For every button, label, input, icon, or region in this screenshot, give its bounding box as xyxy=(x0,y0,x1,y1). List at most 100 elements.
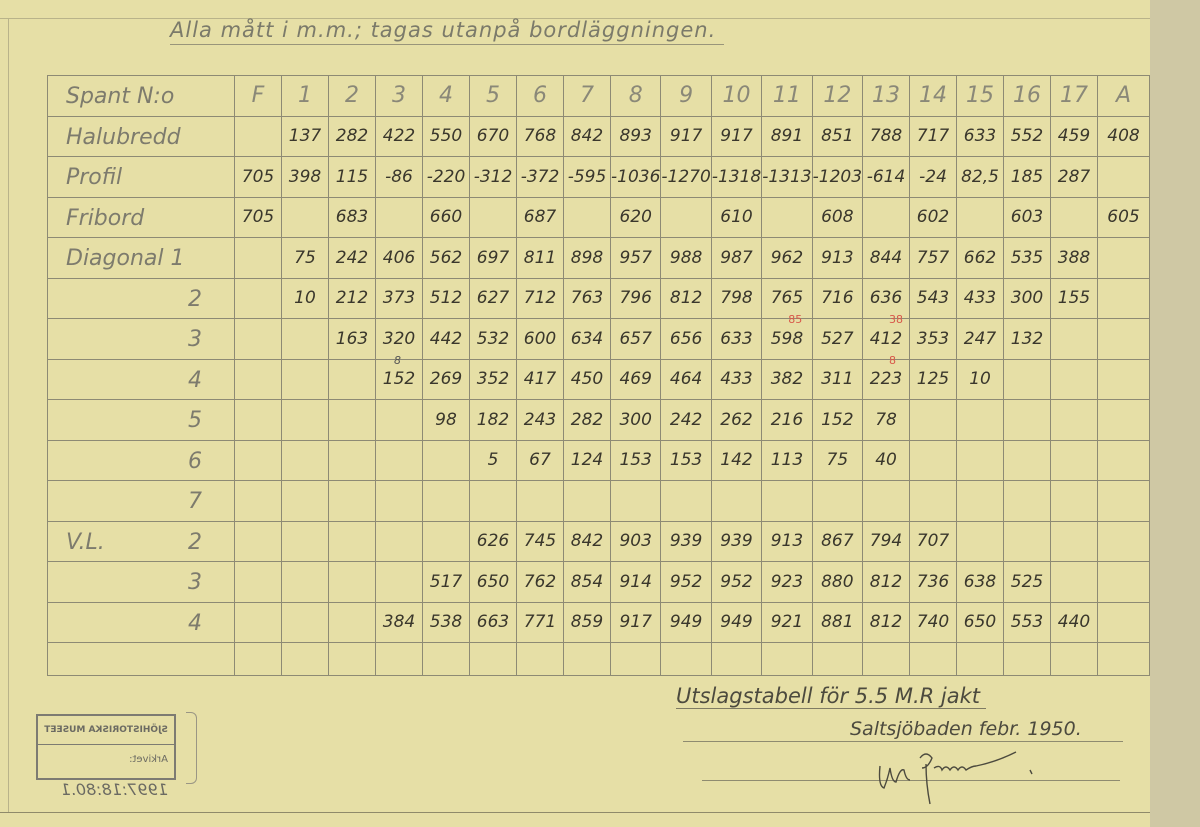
cell-value: 608 xyxy=(821,207,854,228)
table-cell xyxy=(328,399,376,441)
cell-value: 796 xyxy=(619,288,652,309)
cell-value: 745 xyxy=(523,531,557,552)
table-cell xyxy=(761,480,813,522)
table-cell: 656 xyxy=(660,318,712,360)
table-cell: 705 xyxy=(234,156,282,198)
table-cell xyxy=(281,196,329,238)
table-cell xyxy=(234,318,282,360)
table-cell xyxy=(1097,318,1151,360)
table-cell xyxy=(1003,439,1052,481)
cell-value: 125 xyxy=(916,369,950,390)
table-cell xyxy=(1050,358,1099,400)
table-cell: 353 xyxy=(909,318,958,360)
table-cell: 517 xyxy=(422,561,470,603)
row-sublabel: 6 xyxy=(188,448,202,474)
stamp-archive-label: Arkivet: xyxy=(129,754,168,765)
cell-value: 464 xyxy=(669,369,703,390)
table-cell xyxy=(422,520,470,562)
cell-value: 132 xyxy=(1010,328,1044,349)
border-line xyxy=(8,18,9,812)
table-cell: 388 xyxy=(1050,237,1099,279)
cell-value: 765 xyxy=(770,288,804,309)
empty-cell xyxy=(660,642,712,676)
table-cell xyxy=(422,480,470,522)
table-cell: 82,5 xyxy=(956,156,1005,198)
table-cell xyxy=(1050,561,1099,603)
table-cell: 10 xyxy=(956,358,1005,400)
table-cell xyxy=(1097,237,1151,279)
header-label-cell: Spant N:o xyxy=(47,75,235,117)
table-cell xyxy=(1097,480,1151,522)
cell-value: 891 xyxy=(770,126,804,147)
table-cell: 952 xyxy=(710,561,763,603)
cell-value: 182 xyxy=(476,409,510,430)
table-cell xyxy=(375,520,423,562)
cell-value: 812 xyxy=(869,571,903,592)
table-cell xyxy=(281,318,329,360)
table-cell: 608 xyxy=(811,196,864,238)
cell-value: 898 xyxy=(570,247,604,268)
table-cell xyxy=(1050,520,1099,562)
table-cell xyxy=(281,480,329,522)
table-cell: -24 xyxy=(909,156,958,198)
table-cell: 464 xyxy=(660,358,712,400)
table-cell xyxy=(375,439,423,481)
cell-value: 300 xyxy=(619,409,652,430)
cell-value: 650 xyxy=(963,612,997,633)
table-cell xyxy=(281,601,329,643)
cell-value: 600 xyxy=(523,328,557,349)
cell-value: 656 xyxy=(669,328,703,349)
border-line xyxy=(0,812,1150,813)
cell-value: 634 xyxy=(570,328,604,349)
empty-cell xyxy=(811,642,864,676)
table-cell: 949 xyxy=(660,601,712,643)
empty-cell xyxy=(563,642,611,676)
table-cell xyxy=(281,561,329,603)
table-cell: 553 xyxy=(1003,601,1052,643)
table-row: Fribord 705 683 660 687 620 610 608 602 603 605 xyxy=(47,196,1151,238)
table-cell xyxy=(660,196,712,238)
table-cell: 216 xyxy=(761,399,813,441)
table-cell xyxy=(1097,520,1151,562)
table-cell: 287 xyxy=(1050,156,1099,198)
table-cell xyxy=(660,480,712,522)
signature xyxy=(878,751,1033,805)
column-header: 14 xyxy=(909,75,958,117)
table-cell xyxy=(1050,480,1099,522)
cell-value: 683 xyxy=(335,207,369,228)
table-cell xyxy=(234,115,282,157)
border-line xyxy=(0,18,1150,19)
empty-cell xyxy=(469,642,517,676)
table-cell: 512 xyxy=(422,277,470,319)
table-cell: 75 xyxy=(811,439,864,481)
cell-value: 859 xyxy=(570,612,604,633)
cell-value: 962 xyxy=(770,247,804,268)
table-cell: 163 xyxy=(328,318,376,360)
cell-value: 417 xyxy=(523,369,557,390)
table-cell xyxy=(1097,399,1151,441)
cell-value: 921 xyxy=(770,612,804,633)
table-cell: 137 xyxy=(281,115,329,157)
museum-stamp: SJÖHISTORISKA MUSEET Arkivet: 1997:18:80… xyxy=(36,714,176,799)
table-cell xyxy=(761,196,813,238)
table-cell: 881 xyxy=(811,601,864,643)
cell-value: 433 xyxy=(720,369,753,390)
table-cell: -1036 xyxy=(609,156,662,198)
cell-value: 917 xyxy=(619,612,652,633)
column-header: 13 xyxy=(862,75,911,117)
table-cell: 373 xyxy=(375,277,423,319)
table-cell xyxy=(1050,439,1099,481)
table-cell: 626 xyxy=(469,520,517,562)
table-cell: -1203 xyxy=(811,156,864,198)
table-cell xyxy=(609,480,662,522)
table-row: 2 10 212 373 512 627 712 763 796 812 798 765 716 636 5… xyxy=(47,277,1151,319)
table-cell: 768 xyxy=(516,115,564,157)
cell-value: 952 xyxy=(669,571,703,592)
table-cell xyxy=(563,480,611,522)
table-row: 5 98 182 243 282 300 242 262 216 152 78 xyxy=(47,399,1151,441)
column-header: 8 xyxy=(609,75,662,117)
cell-value: -1270 xyxy=(661,166,711,187)
empty-cell xyxy=(375,642,423,676)
cell-value: -1313 xyxy=(762,166,812,187)
table-cell: 957 xyxy=(609,237,662,279)
